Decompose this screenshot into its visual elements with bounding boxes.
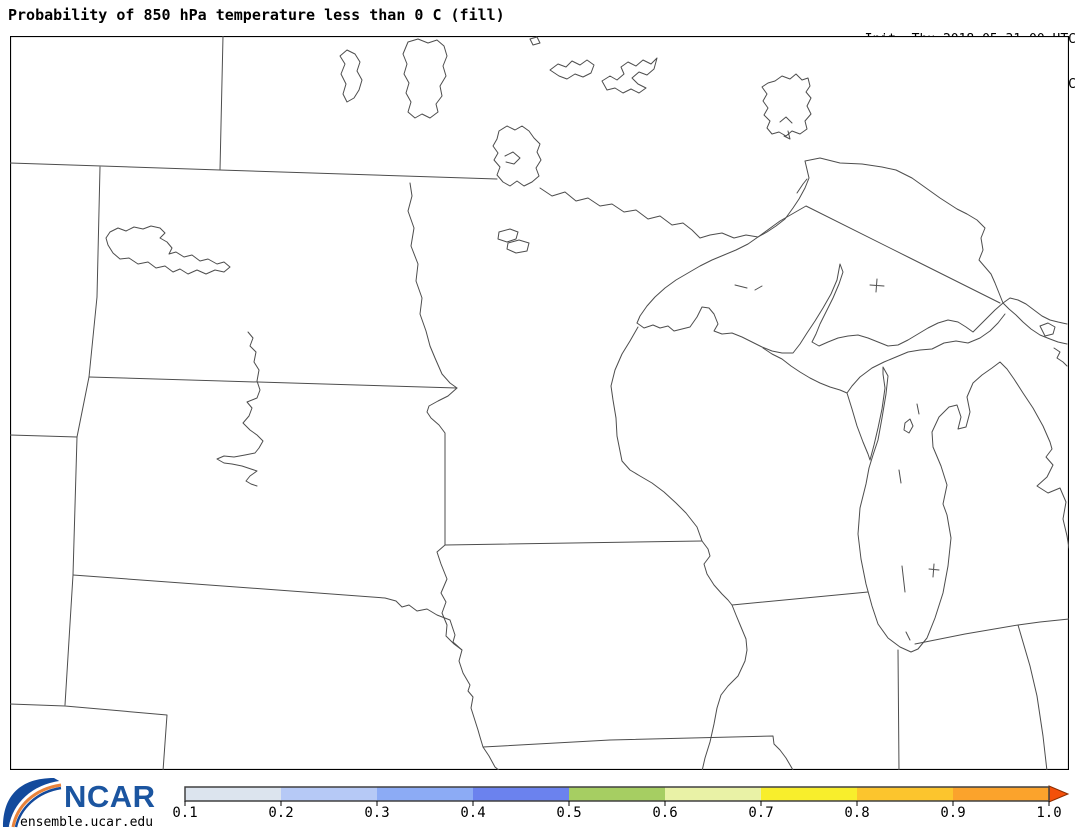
tick-label: 0.2 <box>268 805 294 821</box>
lake-winnipegosis <box>402 38 448 119</box>
wisconsin-michigan-border <box>762 347 848 394</box>
northdakota-southdakota-border <box>88 376 458 389</box>
lake-superior-island-marks <box>734 278 885 293</box>
lake-border-dashes <box>898 469 940 641</box>
lake-superior-minnesota-shore <box>636 236 759 324</box>
red-lakes <box>497 228 530 254</box>
iowa-missouri-border <box>482 735 794 770</box>
border-through-lake-superior <box>757 205 1001 304</box>
montana-wyoming-45n-border <box>10 434 78 438</box>
logo-orange-arc <box>11 783 62 828</box>
tick-label: 0.6 <box>652 805 678 821</box>
colorbar-segment-0.1 <box>185 787 281 801</box>
small-lake-top <box>529 36 541 46</box>
st-marys-river-south <box>1002 302 1068 345</box>
indiana-ohio-border <box>1017 624 1048 770</box>
colorbar-segment-0.2 <box>281 787 377 801</box>
tick-label: 0.1 <box>172 805 198 821</box>
tick-label: 0.5 <box>556 805 582 821</box>
red-river-minnesota-west-border <box>407 182 458 546</box>
map-frame <box>10 36 1069 770</box>
colorbar-ticks <box>184 801 1050 806</box>
colorbar-segments <box>185 787 1049 801</box>
wisconsin-illinois-border <box>731 591 869 606</box>
lac-seul-lakes <box>549 57 658 94</box>
lake-michigan-and-lower-michigan-shore <box>846 361 1069 653</box>
lake-superior-south-shore <box>636 263 1004 354</box>
tick-label: 0.9 <box>940 805 966 821</box>
colorbar-segment-0.8 <box>857 787 953 801</box>
tick-label: 0.3 <box>364 805 390 821</box>
tick-label: 0.7 <box>748 805 774 821</box>
lake-nipigon <box>761 73 812 140</box>
saskatchewan-manitoba-border <box>219 36 224 171</box>
site-url-label: ensemble.ucar.edu <box>20 815 154 830</box>
north-channel-shore <box>1053 347 1068 367</box>
missouri-river-southdakota <box>216 331 264 487</box>
mississippi-river-border <box>610 326 748 770</box>
ncar-logo-icon <box>3 778 62 828</box>
big-sioux-river-border <box>436 544 463 651</box>
upper-peninsula-south-shore <box>846 313 1006 394</box>
logo-swoosh-shape <box>3 778 61 827</box>
lake-superior-north-shore <box>757 157 1004 304</box>
tick-label: 0.4 <box>460 805 486 821</box>
colorbar-segment-0.5 <box>569 787 665 801</box>
page-title: Probability of 850 hPa temperature less … <box>8 6 505 24</box>
tick-label: 0.8 <box>844 805 870 821</box>
colorbar-segment-0.6 <box>665 787 761 801</box>
weather-probability-map <box>10 36 1069 770</box>
colorbar-tick-labels: 0.1 0.2 0.3 0.4 0.5 0.6 0.7 0.8 0.9 1.0 <box>172 805 1061 823</box>
lake-of-the-woods <box>492 125 542 187</box>
colorbar-segment-0.7 <box>761 787 857 801</box>
minnesota-ontario-border <box>539 187 759 239</box>
sibley-peninsula <box>796 178 808 194</box>
illinois-indiana-border <box>897 649 900 770</box>
fort-peck-lake <box>105 225 231 275</box>
st-joseph-island <box>1039 322 1056 337</box>
colorbar-segment-0.4 <box>473 787 569 801</box>
colorbar-segment-0.9 <box>953 787 1049 801</box>
ncar-logo-text: NCAR <box>64 779 156 814</box>
logo-blue-arc <box>14 786 62 828</box>
probability-colorbar <box>184 785 1070 806</box>
colorbar-overflow-arrow <box>1048 785 1070 803</box>
tick-label: 1.0 <box>1036 805 1062 821</box>
colorbar-segment-0.3 <box>377 787 473 801</box>
minnesota-iowa-border <box>444 540 703 546</box>
st-marys-river-north <box>1002 297 1068 325</box>
beaver-island <box>903 403 920 434</box>
montana-wyoming-east-border <box>64 166 101 706</box>
lake-manitoba <box>339 49 363 103</box>
map-outlines <box>10 36 1069 770</box>
nebraska-colorado-border <box>10 703 168 770</box>
logo-white-arc <box>8 780 62 828</box>
colorbar-outline <box>184 786 1050 802</box>
